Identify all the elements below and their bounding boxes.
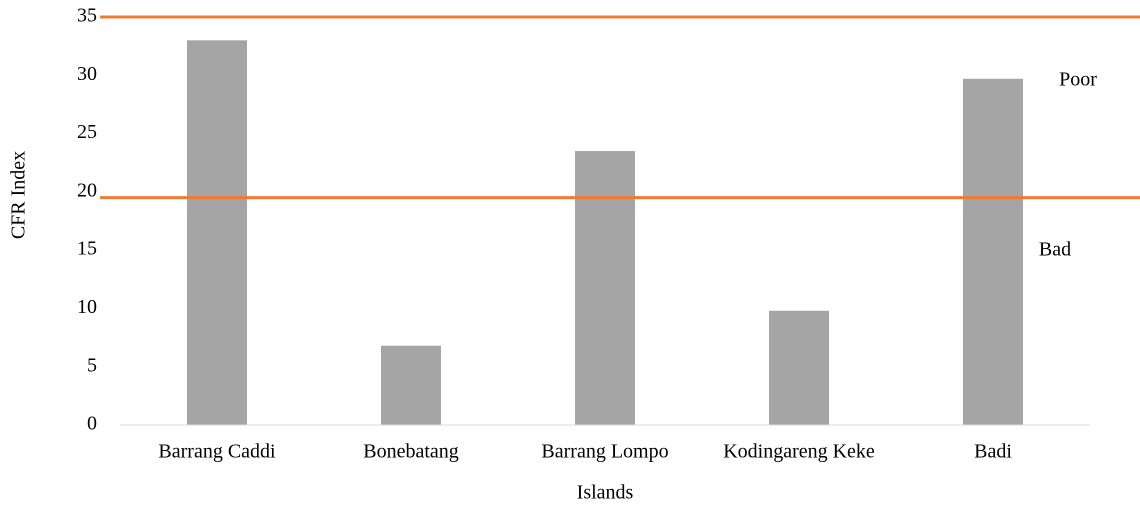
y-axis-label: CFR Index xyxy=(8,151,30,239)
x-tick-label: Barrang Lompo xyxy=(541,441,668,463)
y-tick-label: 10 xyxy=(77,296,97,318)
bar xyxy=(381,345,441,425)
y-tick-label: 30 xyxy=(77,63,97,85)
bar xyxy=(187,40,247,426)
y-tick-label: 35 xyxy=(77,5,97,27)
bar xyxy=(963,78,1023,425)
x-tick-label: Badi xyxy=(974,441,1012,463)
x-tick-label: Barrang Caddi xyxy=(158,441,276,463)
bar xyxy=(769,310,829,425)
x-tick-label: Kodingareng Keke xyxy=(723,441,875,463)
x-tick-label: Bonebatang xyxy=(363,441,459,463)
y-tick-label: 25 xyxy=(77,121,97,143)
annotation: Poor xyxy=(1059,69,1097,91)
y-tick-label: 15 xyxy=(77,238,97,260)
annotation: Bad xyxy=(1039,239,1071,261)
bar xyxy=(575,151,635,426)
y-tick-label: 20 xyxy=(77,179,97,201)
x-axis-label: Islands xyxy=(577,482,634,504)
y-tick-label: 0 xyxy=(87,413,97,435)
y-tick-label: 5 xyxy=(87,354,97,376)
